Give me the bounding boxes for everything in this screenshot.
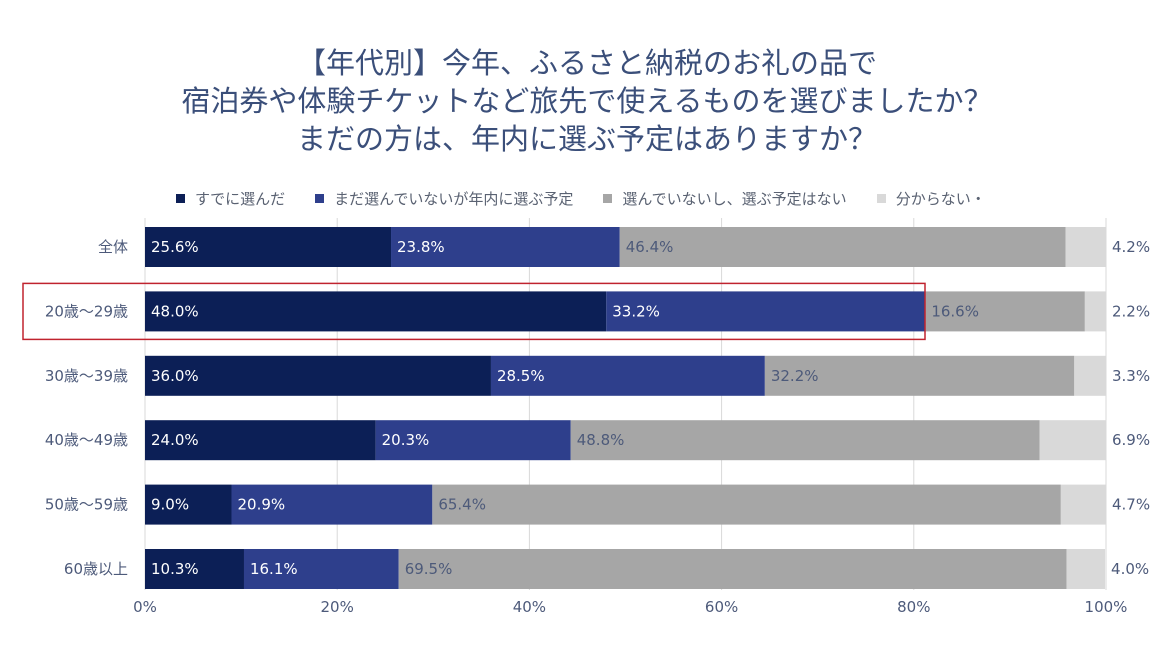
bar-segment: [1066, 549, 1106, 589]
data-label: 48.0%: [151, 302, 199, 320]
legend-label-0: すでに選んだ: [195, 190, 286, 208]
data-label: 4.7%: [1112, 496, 1150, 514]
category-label: 60歳以上: [64, 560, 128, 578]
bar-segment: [145, 484, 232, 525]
x-tick-label: 40%: [513, 598, 546, 616]
legend-swatch-3: [876, 194, 886, 203]
data-label: 25.6%: [151, 238, 199, 256]
legend-swatch-0: [176, 194, 185, 203]
x-tick-label: 100%: [1085, 598, 1128, 616]
bar-segment: [145, 291, 607, 332]
legend-item-unknown: 分からない・: [876, 188, 986, 209]
data-label: 32.2%: [771, 367, 819, 385]
legend-label-2: 選んでいないし、選ぶ予定はない: [622, 190, 847, 208]
data-label: 33.2%: [612, 302, 660, 320]
bar-segment: [145, 227, 392, 267]
highlight-box: [22, 282, 926, 341]
category-label: 20歳～29歳: [45, 302, 128, 320]
data-label: 16.6%: [931, 302, 979, 320]
data-label: 20.9%: [237, 496, 285, 514]
title-line-1: 【年代別】今年、ふるさと納税のお礼の品で: [296, 46, 877, 80]
data-label: 2.2%: [1112, 302, 1150, 320]
chart-legend: すでに選んだ まだ選んでいないが年内に選ぶ予定 選んでいないし、選ぶ予定はない …: [176, 188, 986, 209]
bar-segment: [606, 291, 926, 332]
bar-segment: [432, 484, 1061, 525]
data-label: 16.1%: [250, 560, 298, 578]
category-label: 全体: [98, 238, 128, 256]
data-label: 24.0%: [151, 431, 199, 449]
bar-segment: [619, 227, 1066, 267]
legend-swatch-2: [603, 194, 613, 203]
category-label: 50歳～59歳: [45, 496, 128, 514]
data-label: 4.2%: [1112, 238, 1150, 256]
data-label: 46.4%: [626, 238, 674, 256]
title-line-3: まだの方は、年内に選ぶ予定はありますか？: [296, 122, 877, 156]
data-label: 36.0%: [151, 367, 199, 385]
legend-item-no-plan: 選んでいないし、選ぶ予定はない: [603, 188, 847, 209]
bar-segment: [925, 291, 1085, 332]
x-tick-label: 20%: [321, 598, 354, 616]
category-label: 30歳～39歳: [45, 367, 128, 385]
x-tick-label: 80%: [897, 598, 930, 616]
category-label: 40歳～49歳: [45, 431, 128, 449]
bar-segment: [570, 420, 1040, 461]
bar-segment: [231, 484, 433, 525]
data-label: 23.8%: [397, 238, 445, 256]
legend-swatch-1: [315, 194, 325, 203]
bar-segment: [1074, 355, 1106, 396]
data-label: 9.0%: [151, 496, 189, 514]
bar-segment: [145, 549, 244, 589]
bar-segment: [391, 227, 620, 267]
data-label: 10.3%: [151, 560, 199, 578]
legend-item-plan-to-choose: まだ選んでいないが年内に選ぶ予定: [315, 188, 573, 209]
data-label: 69.5%: [405, 560, 453, 578]
bar-segment: [145, 420, 376, 461]
bar-segment: [243, 549, 399, 589]
bar-segment: [1039, 420, 1106, 461]
bar-segment: [490, 355, 765, 396]
data-label: 3.3%: [1112, 367, 1150, 385]
x-tick-label: 60%: [705, 598, 738, 616]
legend-item-already-chosen: すでに選んだ: [176, 188, 285, 209]
legend-label-1: まだ選んでいないが年内に選ぶ予定: [334, 190, 574, 208]
title-line-2: 宿泊券や体験チケットなど旅先で使えるものを選びましたか？: [181, 84, 993, 118]
bar-segment: [1060, 484, 1106, 525]
data-label: 20.3%: [382, 431, 430, 449]
bar-segment: [764, 355, 1075, 396]
bar-segment: [398, 549, 1067, 589]
bar-segment: [145, 355, 491, 396]
data-label: 65.4%: [438, 496, 486, 514]
x-tick-label: 0%: [133, 598, 157, 616]
bar-segment: [1065, 227, 1106, 267]
data-label: 6.9%: [1112, 431, 1150, 449]
data-label: 28.5%: [497, 367, 545, 385]
legend-label-3: 分からない・: [895, 190, 986, 208]
bar-segment: [1084, 291, 1106, 332]
bar-segment: [375, 420, 571, 461]
data-label: 48.8%: [577, 431, 625, 449]
data-label: 4.0%: [1111, 560, 1149, 578]
chart-title: 【年代別】今年、ふるさと納税のお礼の品で 宿泊券や体験チケットなど旅先で使えるも…: [0, 44, 1174, 158]
